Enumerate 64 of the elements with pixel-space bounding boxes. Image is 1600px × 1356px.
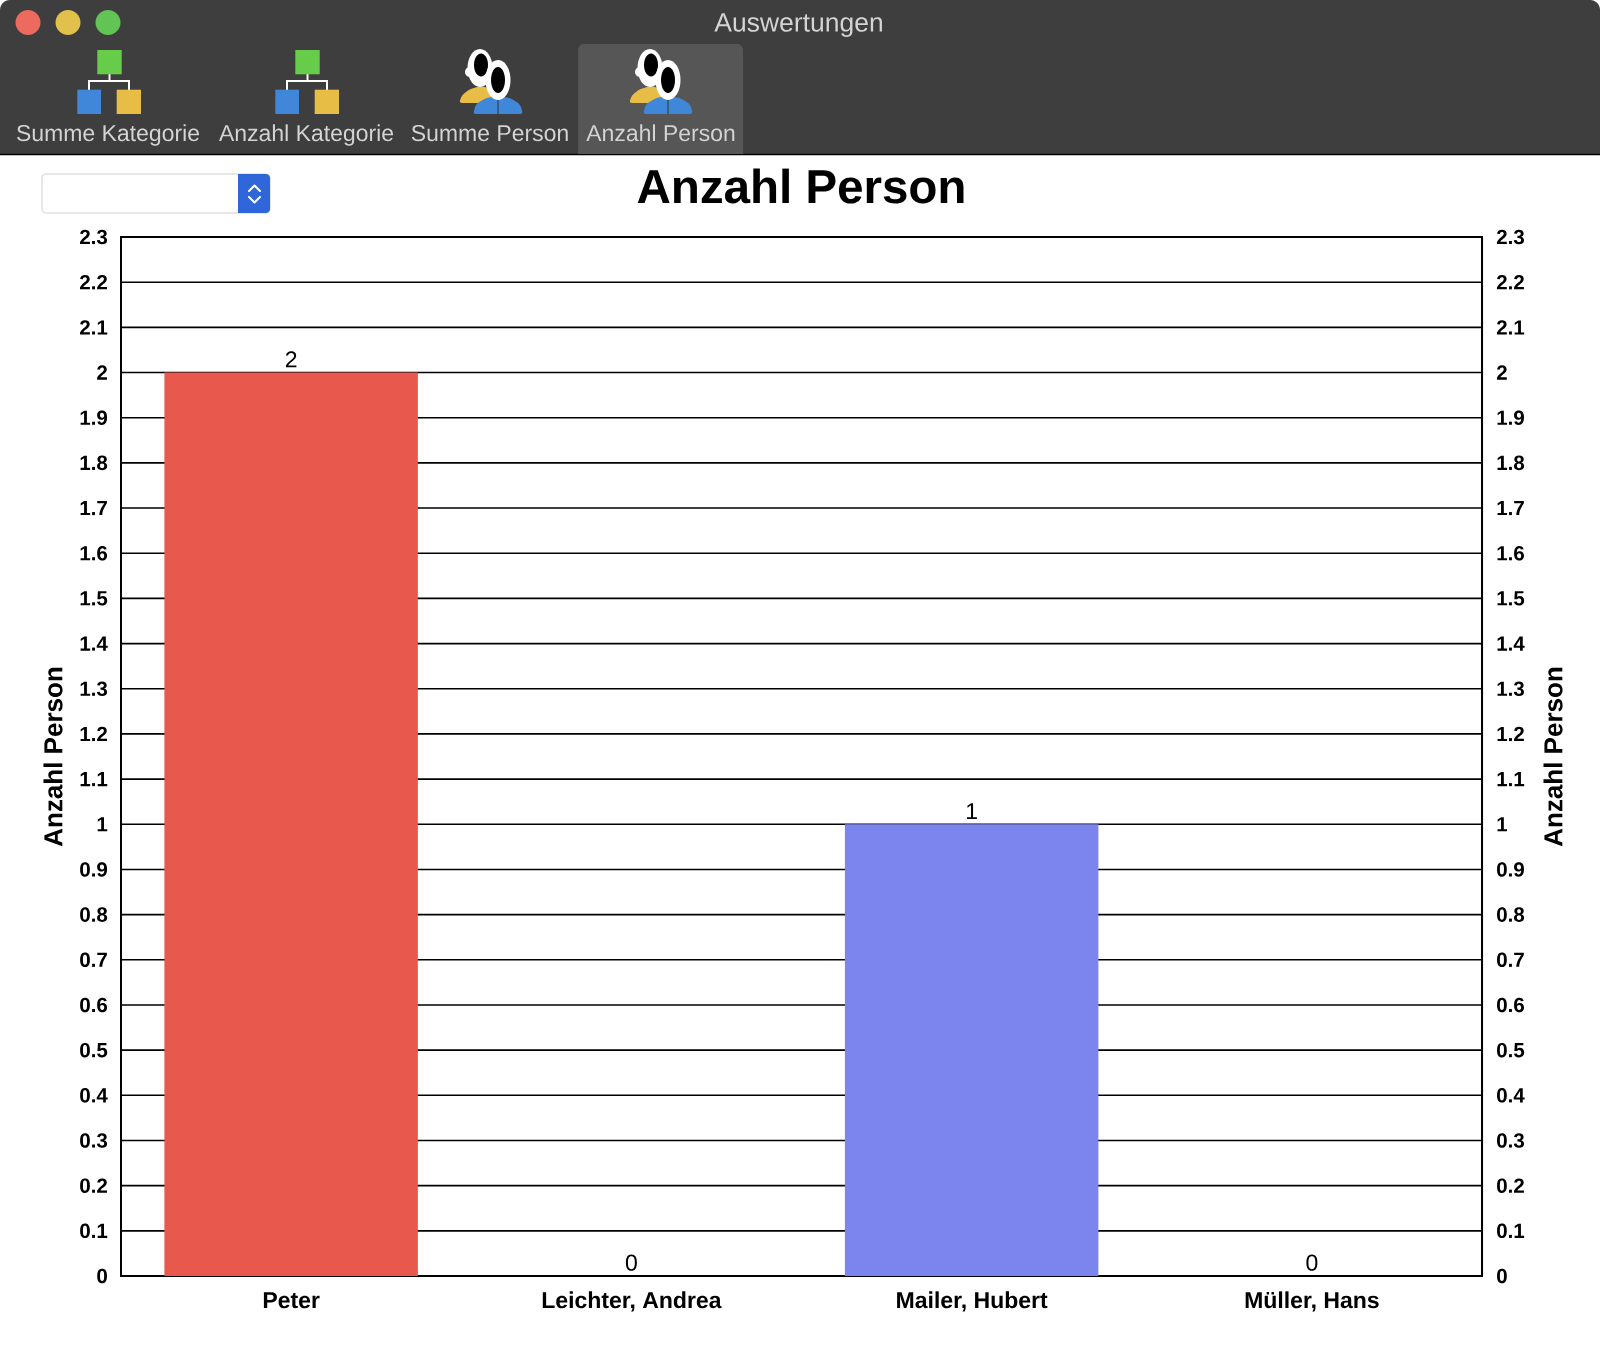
y2-tick-label: 1.7 <box>1497 501 1524 516</box>
y-tick-label: 2.3 <box>80 229 108 245</box>
y2-tick-label: 1.5 <box>1497 591 1525 606</box>
y-tick-label: 1.7 <box>80 501 107 516</box>
y-tick-label: 0 <box>97 1268 107 1284</box>
y-tick-label: 1.2 <box>80 726 107 742</box>
y2-tick-label: 0.9 <box>1497 862 1524 877</box>
y-tick-label: 0.6 <box>80 997 108 1013</box>
data-label: 2 <box>285 351 297 368</box>
y2-tick-label: 1 <box>1497 817 1508 832</box>
y-tick-label: 1.5 <box>80 591 108 606</box>
text: Summe Kategorie <box>17 124 199 146</box>
y-tick-label: 0.9 <box>80 862 108 877</box>
y2-tick-label: 0.1 <box>1497 1223 1525 1239</box>
y2-tick-label: 2.2 <box>1496 275 1524 290</box>
y2-tick-label: 2.3 <box>1496 229 1524 245</box>
y-tick-label: 1 <box>97 817 108 832</box>
text: Summe Person <box>411 124 568 142</box>
y2-tick-label: 1.4 <box>1497 636 1525 651</box>
y-tick-label: 1.9 <box>80 410 108 425</box>
text: Anzahl Kategorie <box>218 124 394 146</box>
y2-tick-label: 0.6 <box>1497 997 1524 1013</box>
y2-tick-label: 1.8 <box>1497 455 1525 471</box>
y-tick-label: 1.8 <box>80 455 108 471</box>
y2-tick-label: 0.5 <box>1497 1042 1525 1058</box>
y2-tick-label: 2 <box>1496 365 1507 380</box>
y2-tick-label: 1.1 <box>1497 772 1525 787</box>
text: Anzahl Person <box>586 124 735 142</box>
y-tick-label: 0.7 <box>80 952 107 968</box>
y-tick-label: 0.1 <box>80 1223 108 1239</box>
y-tick-label: 2.1 <box>80 320 108 335</box>
text: Auswertungen <box>714 13 882 37</box>
y-tick-label: 0.3 <box>80 1133 108 1148</box>
y-tick-label: 1.4 <box>80 636 108 651</box>
data-label: 0 <box>1306 1254 1318 1271</box>
y2-tick-label: 0.2 <box>1497 1178 1524 1193</box>
y2-tick-label: 1.3 <box>1497 681 1524 697</box>
y-tick-label: 1.1 <box>80 772 108 787</box>
y2-tick-label: 0.7 <box>1497 952 1524 968</box>
y2-tick-label: 0.8 <box>1497 907 1525 922</box>
y-tick-label: 1.6 <box>80 545 108 561</box>
y-tick-label: 2.2 <box>80 275 107 290</box>
data-label: 1 <box>966 803 977 820</box>
y2-tick-label: 1.9 <box>1497 410 1524 425</box>
y-tick-label: 1.3 <box>80 681 108 697</box>
y-tick-label: 0.5 <box>80 1042 108 1058</box>
y2-tick-label: 2.1 <box>1496 320 1525 335</box>
data-label: 0 <box>625 1254 637 1271</box>
x-tick-label: Müller, Hans <box>1245 1291 1379 1312</box>
y2-tick-label: 1.2 <box>1497 726 1524 742</box>
x-tick-label: Leichter, Andrea <box>542 1291 722 1312</box>
y2-tick-label: 1.6 <box>1497 545 1524 561</box>
y-tick-label: 0.2 <box>80 1178 107 1193</box>
y2-axis-title: Anzahl Person <box>1543 667 1563 847</box>
x-tick-label: Peter <box>263 1292 320 1309</box>
y2-tick-label: 0 <box>1497 1268 1507 1284</box>
y-axis-title: Anzahl Person <box>43 667 63 847</box>
y-tick-label: 2 <box>97 365 107 380</box>
chart-title: Anzahl Person <box>637 168 964 204</box>
y2-tick-label: 0.3 <box>1497 1133 1524 1148</box>
y2-tick-label: 0.4 <box>1497 1088 1525 1103</box>
y-tick-label: 0.4 <box>80 1088 108 1103</box>
y-tick-label: 0.8 <box>80 907 108 922</box>
x-tick-label: Mailer, Hubert <box>897 1291 1048 1312</box>
